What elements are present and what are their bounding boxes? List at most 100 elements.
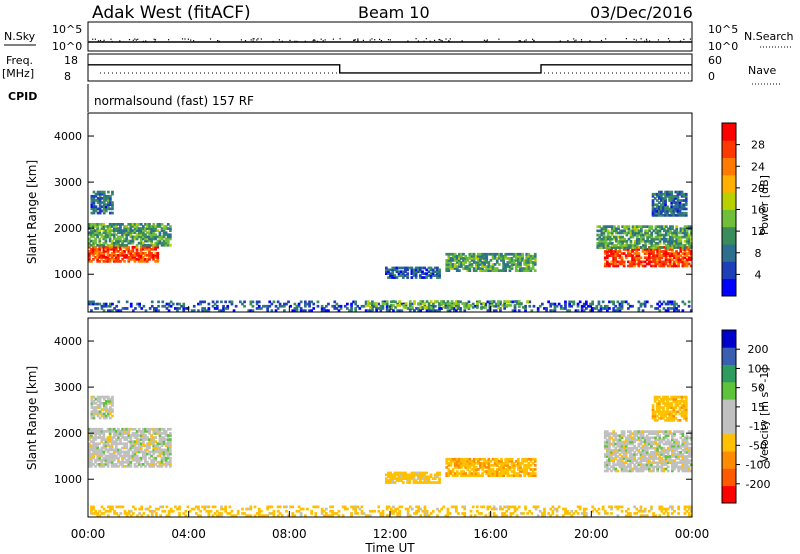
heatmap-cell xyxy=(322,307,326,310)
heatmap-cell xyxy=(141,247,145,251)
heatmap-cell xyxy=(627,248,630,251)
heatmap-cell xyxy=(541,512,544,515)
heatmap-cell xyxy=(156,446,160,450)
heatmap-cell xyxy=(666,453,670,456)
heatmap-cell xyxy=(462,457,465,461)
heatmap-cell xyxy=(96,456,99,460)
heatmap-cell xyxy=(236,509,240,513)
heatmap-cell xyxy=(402,306,406,309)
heatmap-cell xyxy=(612,465,615,469)
heatmap-cell xyxy=(474,470,478,473)
heatmap-cell xyxy=(125,444,129,448)
heatmap-cell xyxy=(158,438,162,441)
heatmap-cell xyxy=(295,509,299,513)
heatmap-cell xyxy=(680,192,684,196)
heatmap-cell xyxy=(152,237,156,241)
heatmap-cell xyxy=(633,465,636,469)
heatmap-cell xyxy=(674,205,678,209)
heatmap-cell xyxy=(141,252,145,255)
heatmap-cell xyxy=(671,434,674,438)
heatmap-cell xyxy=(396,302,399,306)
heatmap-cell xyxy=(625,246,629,249)
heatmap-cell xyxy=(123,239,126,243)
heatmap-cell xyxy=(627,231,631,235)
heatmap-cell xyxy=(673,244,676,247)
heatmap-cell xyxy=(526,300,529,303)
heatmap-cell xyxy=(633,233,637,237)
heatmap-cell xyxy=(88,430,91,433)
heatmap-cell xyxy=(512,462,516,465)
heatmap-cell xyxy=(115,456,118,460)
heatmap-cell xyxy=(460,459,463,463)
heatmap-cell xyxy=(662,300,666,304)
heatmap-cell xyxy=(92,408,96,411)
heatmap-cell xyxy=(629,252,632,255)
heatmap-cell xyxy=(348,309,351,312)
heatmap-cell xyxy=(320,507,324,511)
heatmap-cell xyxy=(247,514,251,517)
heatmap-cell xyxy=(660,227,664,231)
heatmap-cell xyxy=(656,229,660,233)
heatmap-cell xyxy=(608,254,611,257)
heatmap-cell xyxy=(447,259,451,262)
heatmap-cell xyxy=(689,446,693,450)
heatmap-cell xyxy=(117,243,120,247)
heatmap-cell xyxy=(169,452,172,456)
heatmap-cell xyxy=(689,237,693,241)
heatmap-cell xyxy=(462,261,465,264)
heatmap-cell xyxy=(504,257,508,260)
heatmap-cell xyxy=(481,265,484,268)
heatmap-cell xyxy=(375,309,378,312)
heatmap-cell xyxy=(135,245,139,249)
heatmap-cell xyxy=(681,465,685,469)
heatmap-cell xyxy=(117,241,120,245)
heatmap-cell xyxy=(487,468,491,471)
heatmap-cell xyxy=(641,444,645,448)
heatmap-cell xyxy=(681,260,685,264)
heatmap-cell xyxy=(127,427,131,431)
heatmap-cell xyxy=(629,514,632,517)
heatmap-cell xyxy=(423,475,426,479)
heatmap-cell xyxy=(106,260,110,263)
heatmap-cell xyxy=(133,227,137,230)
heatmap-cell xyxy=(123,452,126,456)
heatmap-cell xyxy=(483,466,486,469)
noise-dot xyxy=(322,40,324,42)
heatmap-cell xyxy=(389,475,392,479)
heatmap-cell xyxy=(108,237,112,241)
heatmap-cell xyxy=(190,309,194,312)
heatmap-cell xyxy=(142,440,145,443)
heatmap-cell xyxy=(662,201,665,204)
heatmap-cell xyxy=(406,473,409,477)
heatmap-cell xyxy=(395,268,399,272)
heatmap-cell xyxy=(631,262,634,266)
heatmap-cell xyxy=(104,260,108,263)
heatmap-cell xyxy=(102,223,106,226)
heatmap-cell xyxy=(109,505,112,509)
heatmap-cell xyxy=(102,225,106,228)
heatmap-cell xyxy=(115,304,118,308)
heatmap-cell xyxy=(629,262,632,266)
heatmap-cell xyxy=(111,211,114,215)
heatmap-cell xyxy=(158,241,162,245)
heatmap-cell xyxy=(512,472,516,475)
heatmap-cell xyxy=(622,300,626,304)
heatmap-cell xyxy=(679,430,683,433)
heatmap-cell xyxy=(96,397,100,401)
heatmap-cell xyxy=(150,509,154,513)
heatmap-cell xyxy=(392,505,395,509)
heatmap-cell xyxy=(360,512,364,515)
heatmap-cell xyxy=(137,256,141,259)
heatmap-cell xyxy=(488,300,492,304)
heatmap-cell xyxy=(106,231,110,235)
heatmap-cell xyxy=(654,448,657,452)
heatmap-cell xyxy=(162,430,166,433)
heatmap-cell xyxy=(108,243,112,247)
heatmap-cell xyxy=(257,507,261,511)
heatmap-cell xyxy=(614,469,618,473)
heatmap-cell xyxy=(125,465,129,468)
heatmap-cell xyxy=(672,195,676,198)
heatmap-cell xyxy=(155,512,158,515)
heatmap-cell xyxy=(650,242,654,245)
heatmap-cell xyxy=(493,269,497,272)
